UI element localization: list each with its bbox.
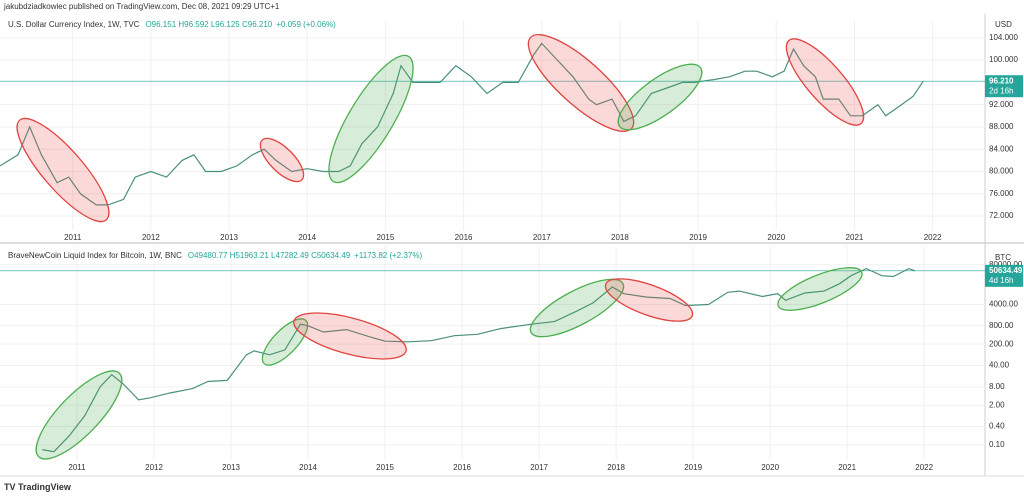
price-line: [42, 267, 916, 453]
ellipse: [785, 38, 865, 126]
x-tick-label: 2013: [220, 233, 238, 242]
legend-ohlc: O96.151 H96.592 L96.125 C96.210: [145, 20, 272, 29]
y-tick-label: 80.000: [989, 167, 1014, 176]
x-tick-label: 2015: [377, 233, 395, 242]
legend-title: U.S. Dollar Currency Index, 1W, TVC: [8, 20, 140, 29]
countdown-label: 2d 16h: [989, 86, 1013, 95]
pane: [0, 246, 985, 460]
x-tick-label: 2014: [298, 233, 316, 242]
x-tick-label: 2013: [222, 463, 240, 472]
price-tag-label: 96.210: [989, 76, 1014, 85]
price-tag: [985, 75, 1023, 98]
x-tick-label: 2022: [924, 233, 942, 242]
y-tick-label: 92.000: [989, 100, 1014, 109]
ellipse: [617, 63, 703, 131]
x-tick-label: 2021: [846, 233, 864, 242]
y-tick-label: 0.10: [989, 440, 1005, 449]
x-tick-label: 2020: [767, 233, 785, 242]
x-tick-label: 2011: [64, 233, 82, 242]
legend: U.S. Dollar Currency Index, 1W, TVC O96.1…: [8, 20, 336, 29]
x-tick-label: 2018: [607, 463, 625, 472]
currency-label: BTC: [995, 253, 1011, 262]
ellipse: [777, 267, 863, 311]
legend: BraveNewCoin Liquid Index for Bitcoin, 1…: [8, 251, 422, 260]
y-tick-label: 8.00: [989, 382, 1005, 391]
x-tick-label: 2017: [530, 463, 548, 472]
price-tag: [985, 264, 1023, 287]
x-tick-label: 2017: [533, 233, 551, 242]
ellipse: [16, 117, 110, 223]
publish-info: jakubdziadkowiec published on TradingVie…: [3, 2, 280, 11]
x-tick-label: 2020: [761, 463, 779, 472]
currency-label: USD: [995, 20, 1012, 29]
y-tick-label: 88.000: [989, 122, 1014, 131]
x-tick-label: 2019: [689, 233, 707, 242]
y-tick-label: 84.000: [989, 144, 1014, 153]
legend-change: +0.059 (+0.06%): [276, 20, 336, 29]
y-tick-label: 40.00: [989, 361, 1010, 370]
legend-ohlc: O49480.77 H51963.21 L47282.49 C50634.49: [188, 251, 351, 260]
y-tick-label: 200.00: [989, 339, 1014, 348]
y-tick-label: 2.00: [989, 400, 1005, 409]
y-tick-label: 100.000: [989, 55, 1018, 64]
y-tick-label: 800.00: [989, 321, 1014, 330]
x-tick-label: 2012: [142, 233, 160, 242]
ellipse: [529, 278, 625, 338]
price-tag-label: 50634.49: [989, 266, 1023, 275]
ellipse: [604, 278, 694, 322]
y-tick-label: 76.000: [989, 189, 1014, 198]
logo: TV: [4, 482, 18, 492]
x-tick-label: 2014: [299, 463, 317, 472]
x-tick-label: 2021: [838, 463, 856, 472]
x-tick-label: 2016: [453, 463, 471, 472]
brand-name: TradingView: [18, 482, 72, 492]
x-tick-label: 2015: [376, 463, 394, 472]
y-tick-label: 80000.00: [989, 260, 1023, 269]
ellipse: [261, 318, 309, 366]
x-tick-label: 2022: [915, 463, 933, 472]
x-tick-label: 2019: [684, 463, 702, 472]
legend-change: +1173.82 (+2.37%): [354, 251, 422, 260]
y-tick-label: 4000.00: [989, 300, 1018, 309]
y-tick-label: 72.000: [989, 211, 1014, 220]
ellipse: [293, 312, 407, 360]
x-tick-label: 2018: [611, 233, 629, 242]
countdown-label: 4d 16h: [989, 276, 1013, 285]
x-tick-label: 2016: [455, 233, 473, 242]
ellipse: [259, 137, 305, 183]
price-line: [0, 42, 924, 206]
annotations: [16, 34, 865, 460]
footer-brand: TV TradingView: [4, 482, 72, 492]
ellipse: [527, 34, 635, 132]
y-tick-label: 0.40: [989, 422, 1005, 431]
ellipse: [35, 370, 123, 460]
y-tick-label: 104.000: [989, 33, 1018, 42]
ellipse: [328, 54, 414, 184]
x-tick-label: 2011: [68, 463, 86, 472]
legend-title: BraveNewCoin Liquid Index for Bitcoin, 1…: [8, 251, 182, 260]
x-tick-label: 2012: [145, 463, 163, 472]
